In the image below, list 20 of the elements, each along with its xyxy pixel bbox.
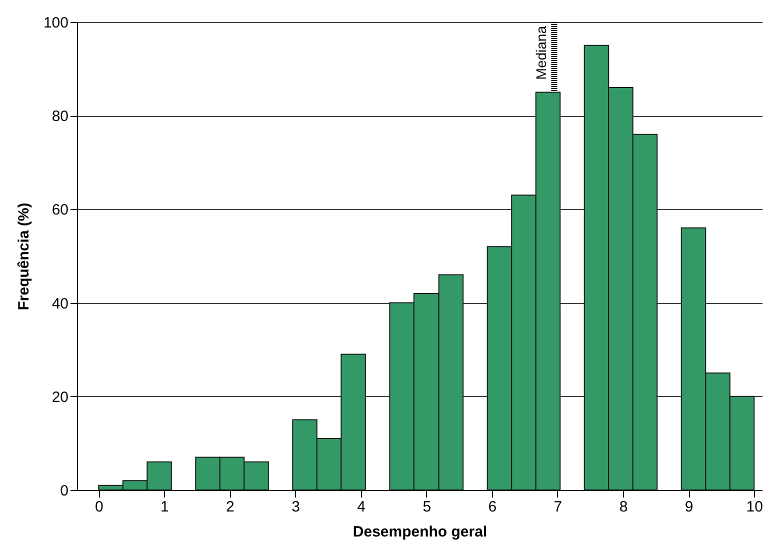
ref-line-label: Mediana [533, 26, 550, 80]
x-tick-label: 6 [488, 498, 497, 516]
y-tick-label: 0 [60, 482, 68, 500]
x-tick-label: 3 [292, 498, 300, 516]
x-tick-label: 2 [226, 498, 234, 516]
x-tick-label: 9 [684, 498, 694, 516]
y-tick-label: 20 [52, 388, 68, 406]
x-tick-label: 8 [619, 498, 628, 516]
y-tick-label: 60 [52, 202, 68, 219]
x-tick-label: 0 [94, 498, 104, 516]
x-tick-label: 5 [422, 498, 432, 516]
y-tick-label: 100 [43, 14, 68, 32]
y-tick-label: 40 [52, 295, 68, 312]
x-tick-label: 4 [357, 498, 366, 516]
y-axis-title: Frequência (%) [15, 202, 32, 310]
y-tick-label: 80 [52, 108, 68, 126]
x-axis-title: Desempenho geral [352, 524, 488, 540]
x-tick-label: 10 [746, 498, 763, 516]
x-tick-label: 1 [160, 498, 169, 516]
x-tick-label: 7 [554, 498, 562, 516]
